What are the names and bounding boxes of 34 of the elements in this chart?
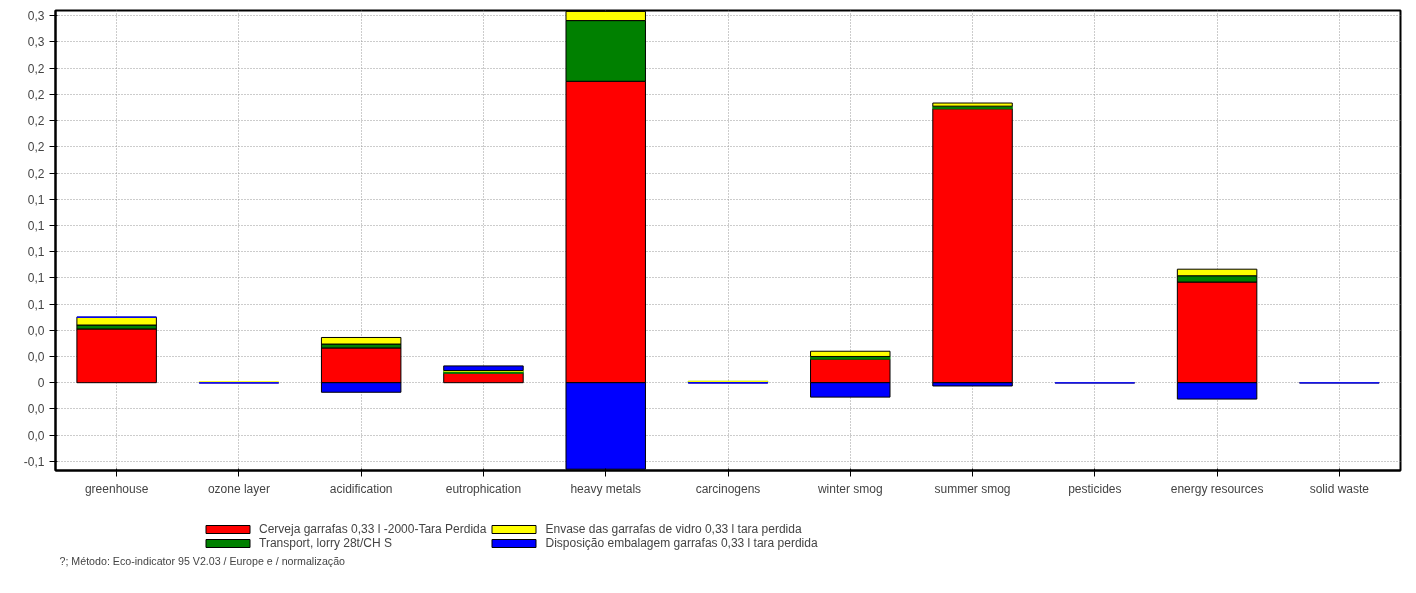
y-tick-label: 0,3 xyxy=(27,9,45,24)
legend-label: Cerveja garrafas 0,33 l -2000-Tara Perdida xyxy=(259,522,487,536)
text: ?; Método: Eco-indicator 95 V2.03 / Europe e / normalização xyxy=(59,554,346,567)
y-tick-label: 0,1 xyxy=(27,192,45,207)
y-tick-label: 0,2 xyxy=(27,114,45,129)
y-tick-label: 0,3 xyxy=(27,35,45,50)
x-tick-label: ozone layer xyxy=(207,481,270,496)
y-tick-label: 0,0 xyxy=(27,323,45,338)
y-tick-label: 0,0 xyxy=(27,349,45,364)
y-tick-label: 0,1 xyxy=(27,297,45,312)
y-tick-label: 0,1 xyxy=(27,271,45,286)
y-tick-label: 0 xyxy=(37,376,45,391)
x-tick-label: winter smog xyxy=(816,481,883,496)
x-tick-label: carcinogens xyxy=(695,481,761,496)
y-tick-label: 0,2 xyxy=(27,140,45,155)
legend-label: Disposição embalagem garrafas 0,33 l tara perdida xyxy=(545,536,818,550)
x-tick-label: eutrophication xyxy=(445,481,522,496)
legend-label: Transport, lorry 28t/CH S xyxy=(259,536,392,550)
y-tick-label: 0,2 xyxy=(27,87,45,102)
y-tick-label: -0,1 xyxy=(23,454,45,469)
y-tick-label: 0,1 xyxy=(27,245,45,260)
x-tick-label: acidification xyxy=(329,481,393,496)
x-tick-label: energy resources xyxy=(1170,481,1264,496)
y-tick-label: 0,2 xyxy=(27,166,45,181)
legend-label: Envase das garrafas de vidro 0,33 l tara perdida xyxy=(545,522,802,536)
x-tick-label: pesticides xyxy=(1068,481,1122,496)
x-tick-label: greenhouse xyxy=(84,481,149,496)
y-tick-label: 0,0 xyxy=(27,428,45,443)
y-tick-label: 0,0 xyxy=(27,402,45,417)
x-tick-label: solid waste xyxy=(1309,481,1370,496)
x-tick-label: summer smog xyxy=(934,481,1011,496)
x-tick-label: heavy metals xyxy=(570,481,642,496)
y-tick-label: 0,2 xyxy=(27,61,45,76)
y-tick-label: 0,1 xyxy=(27,218,45,233)
